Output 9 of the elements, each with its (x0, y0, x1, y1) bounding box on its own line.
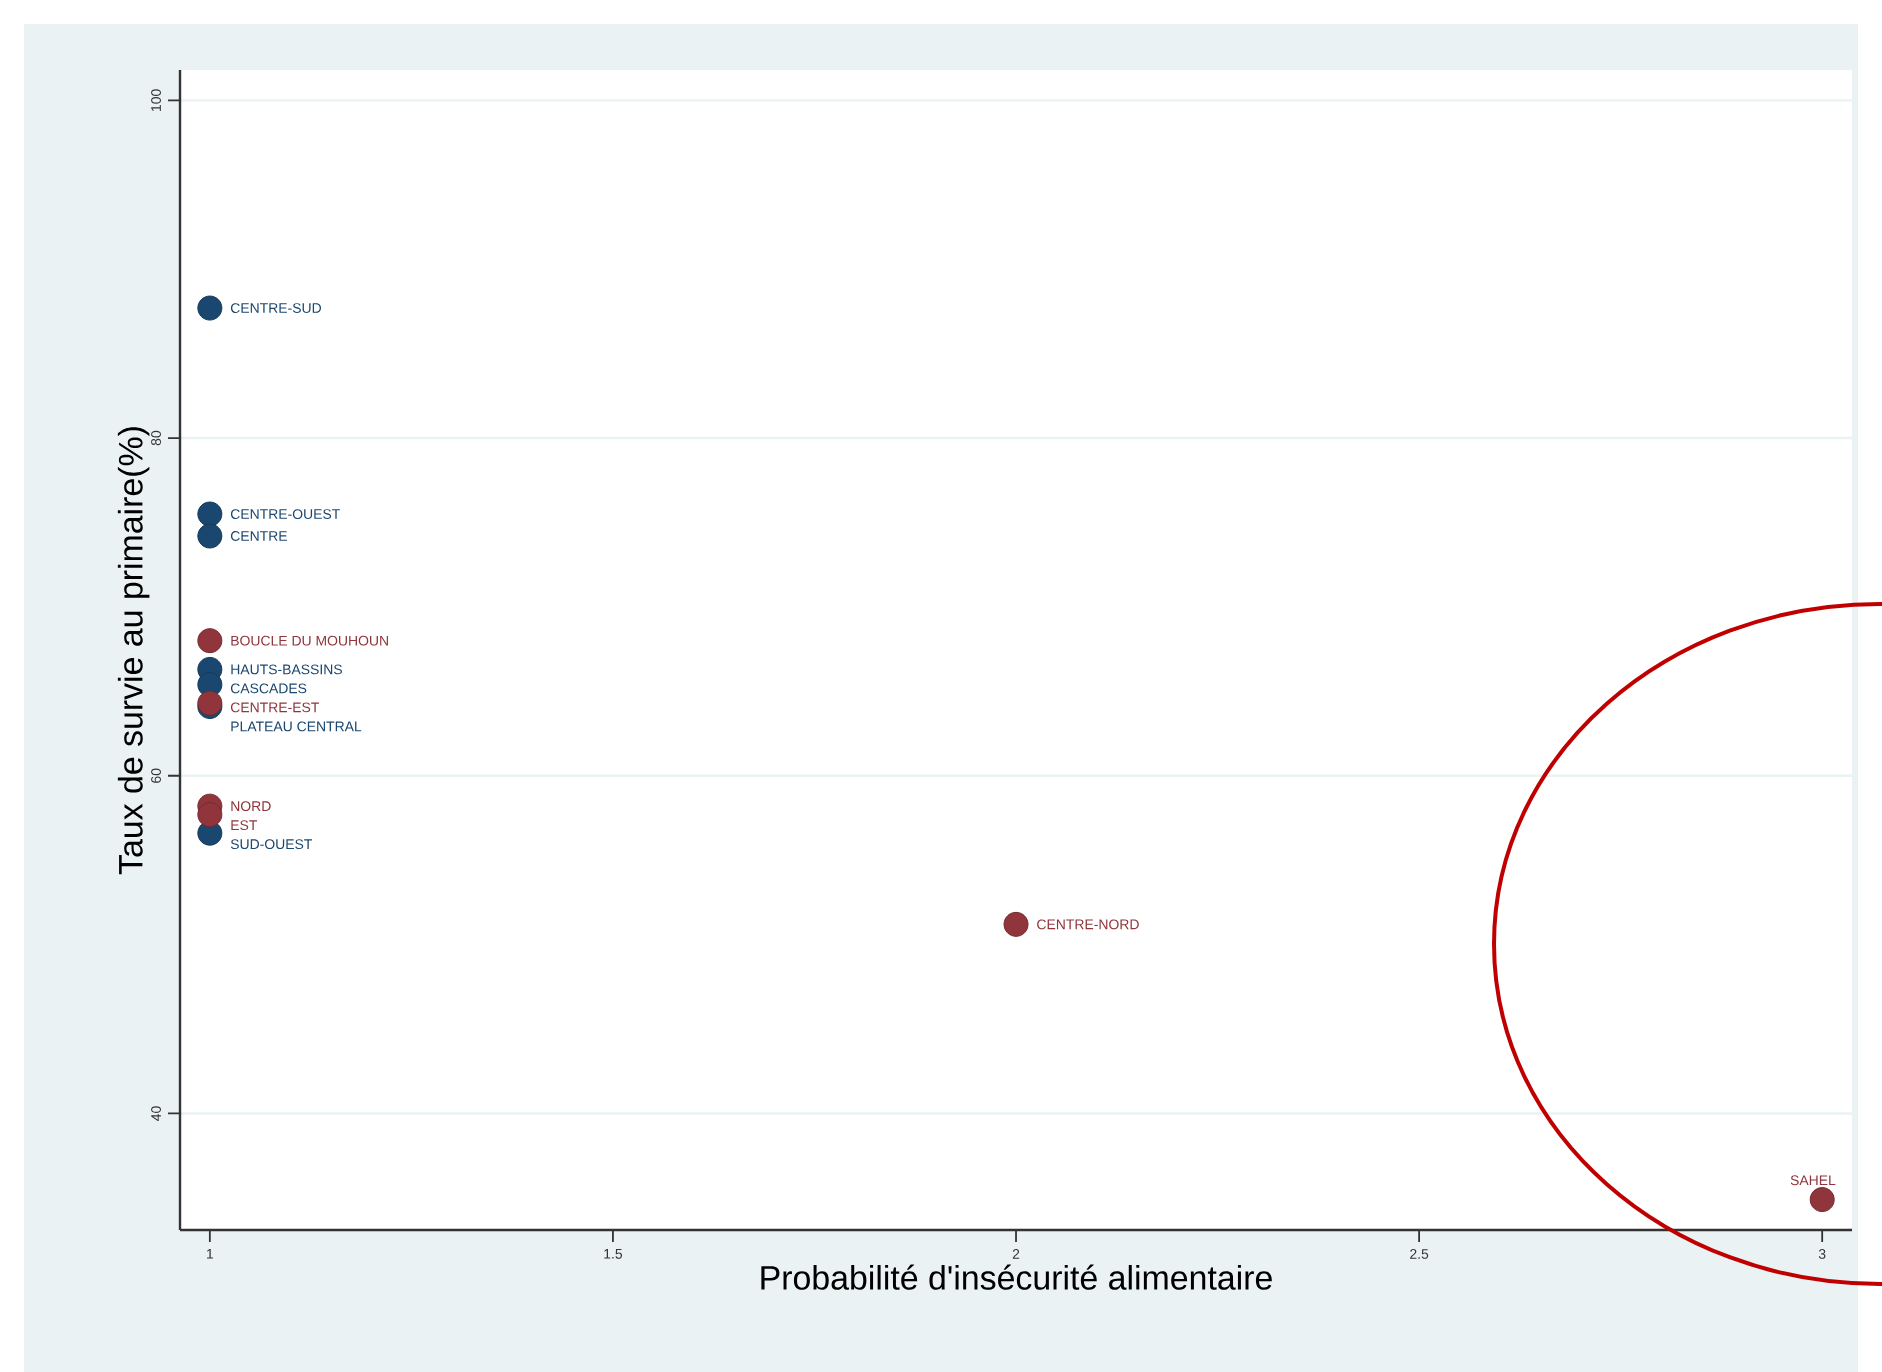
x-axis-title: Probabilité d'insécurité alimentaire (761, 1264, 1272, 1290)
point (197, 501, 223, 527)
point (197, 295, 223, 321)
point (197, 802, 223, 828)
y-axis-title: Taux de survie au primaire(%) (117, 427, 150, 875)
point (197, 523, 223, 549)
point (197, 628, 223, 654)
point (1809, 1187, 1835, 1213)
point (1003, 911, 1029, 937)
